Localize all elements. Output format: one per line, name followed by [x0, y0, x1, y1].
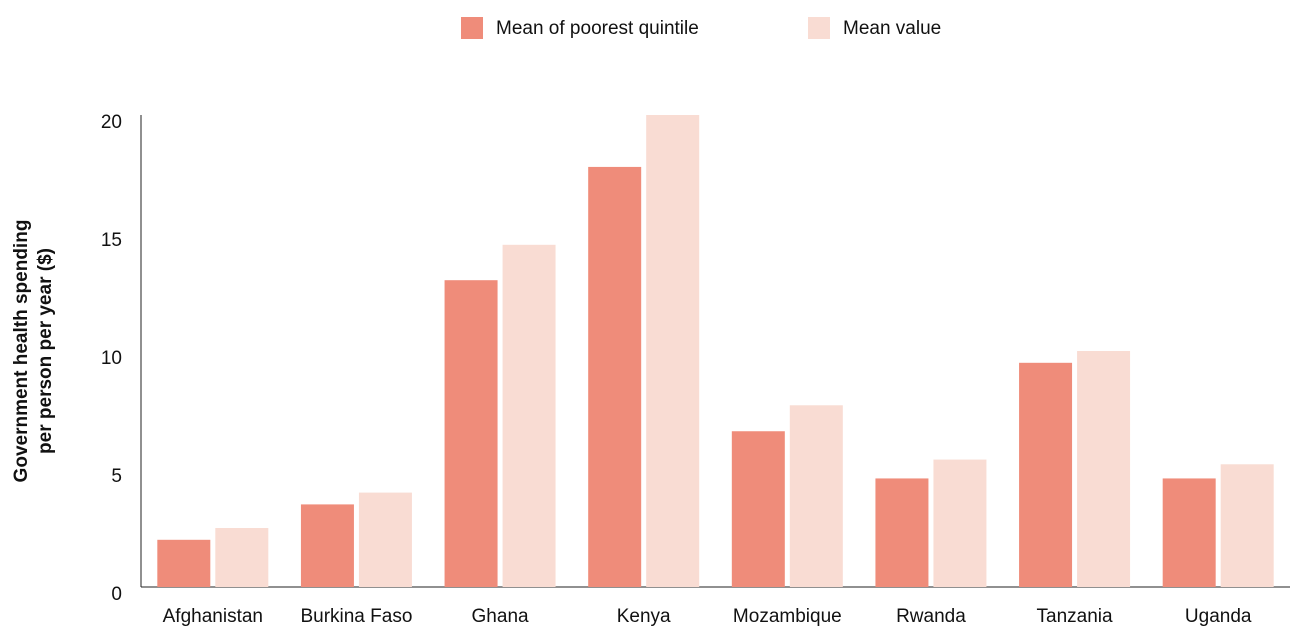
x-tick-label: Tanzania [1037, 606, 1113, 627]
bar [358, 492, 412, 587]
bar [646, 115, 700, 587]
legend-swatch [808, 17, 830, 39]
legend-swatch [461, 17, 483, 39]
x-tick-label: Afghanistan [163, 606, 263, 627]
y-tick-label: 0 [111, 584, 122, 605]
bar [502, 244, 556, 588]
bar [215, 528, 269, 587]
bar [875, 478, 929, 587]
legend-label: Mean value [843, 18, 941, 39]
bar [588, 166, 642, 588]
bar [1162, 478, 1216, 587]
y-tick-label: 10 [101, 348, 122, 369]
bar [731, 431, 785, 587]
y-tick-label: 20 [101, 112, 122, 133]
x-tick-label: Mozambique [733, 606, 842, 627]
bar [300, 504, 354, 587]
x-tick-label: Ghana [472, 606, 529, 627]
y-axis-title: Government health spending per person pe… [11, 220, 56, 483]
bar [1019, 362, 1073, 587]
y-tick-label: 15 [101, 230, 122, 251]
bar [444, 280, 498, 587]
y-axis-title-line: per person per year ($) [35, 248, 56, 454]
bar [1077, 351, 1131, 587]
y-axis-title-line: Government health spending [11, 220, 32, 483]
bar [933, 459, 987, 587]
x-tick-label: Kenya [617, 606, 671, 627]
legend-label: Mean of poorest quintile [496, 18, 699, 39]
x-tick-label: Uganda [1185, 606, 1252, 627]
x-tick-label: Burkina Faso [300, 606, 412, 627]
bar [157, 539, 211, 587]
bar [1220, 464, 1274, 587]
bar [789, 405, 843, 587]
x-tick-label: Rwanda [896, 606, 966, 627]
y-tick-label: 5 [111, 466, 122, 487]
